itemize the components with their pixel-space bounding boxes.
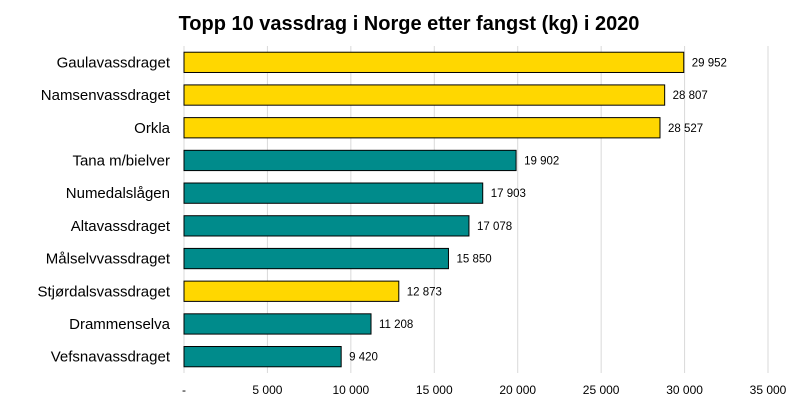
bar [183,313,372,335]
x-tick-label: 25 000 [583,383,620,397]
bar [183,51,685,73]
category-label: Gaulavassdraget [57,54,171,71]
chart-title: Topp 10 vassdrag i Norge etter fangst (k… [179,13,640,35]
value-label: 15 850 [456,254,491,266]
x-tick-label: 20 000 [499,383,536,397]
bar [183,149,517,172]
value-labels: 29 952 28 807 28 527 19 902 17 903 17 078 15 8… [349,57,727,363]
category-labels: Gaulavassdraget Namsenvassdraget Orkla Tana… [37,54,170,365]
bar [183,84,666,106]
value-label: 17 903 [491,188,526,200]
value-label: 29 952 [692,57,727,69]
category-label: Altavassdraget [71,218,171,235]
category-label: Tana m/bielver [72,152,170,169]
bar [183,280,400,302]
bar [183,117,661,139]
x-tick-label: - [182,383,186,397]
category-label: Målselvvassdraget [46,251,171,268]
category-label: Drammenselva [69,316,171,333]
category-label: Namsenvassdraget [41,87,171,104]
value-label: 11 208 [379,319,413,331]
value-label: 17 078 [477,221,512,233]
category-label: Orkla [134,120,170,137]
value-label: 19 902 [524,155,559,167]
x-tick-label: 15 000 [416,383,453,397]
value-label: 9 420 [349,352,378,364]
category-label: Stjørdalsvassdraget [37,283,170,300]
x-tick-label: 5 000 [252,383,282,397]
x-tick-label: 30 000 [666,383,703,397]
x-tick-label: 35 000 [750,383,787,397]
category-label: Vefsnavassdraget [51,349,171,366]
value-label: 28 807 [673,90,708,102]
x-tick-label: 10 000 [333,383,370,397]
bar [183,182,484,204]
value-label: 28 527 [668,123,703,135]
bar [183,247,449,270]
value-label: 12 873 [407,286,442,298]
bars [183,51,685,368]
x-axis-ticks: - 5 000 10 000 15 000 20 000 25 000 30 000 35 0… [182,383,787,397]
category-label: Numedalslågen [66,185,170,202]
bar [183,346,342,368]
bar [183,215,470,237]
